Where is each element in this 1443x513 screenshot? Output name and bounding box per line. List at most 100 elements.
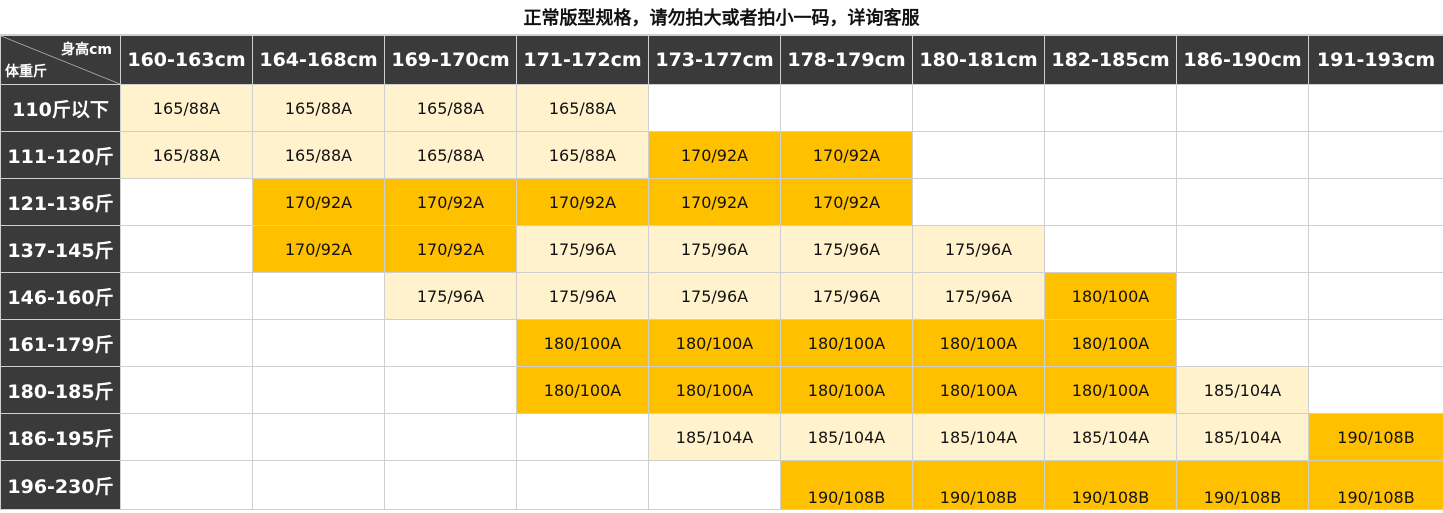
size-cell: 165/88A bbox=[384, 84, 517, 132]
size-cell: 170/92A bbox=[384, 178, 517, 226]
size-chart-table: 身高cm 体重斤 160-163cm 164-168cm 169-170cm 171-… bbox=[0, 35, 1443, 510]
header-row: 身高cm 体重斤 160-163cm 164-168cm 169-170cm 171-… bbox=[0, 35, 1443, 85]
size-cell: 170/92A bbox=[780, 178, 913, 226]
size-cell: 170/92A bbox=[516, 178, 649, 226]
table-row: 196-230斤 190/108B 190/108B 190/108B 190/108B… bbox=[0, 460, 1443, 510]
weight-axis-label: 体重斤 bbox=[5, 64, 47, 80]
column-header: 186-190cm bbox=[1176, 35, 1309, 85]
size-cell: 180/100A bbox=[780, 319, 913, 367]
size-cell: 170/92A bbox=[252, 225, 385, 273]
size-cell: 175/96A bbox=[780, 225, 913, 273]
row-header: 161-179斤 bbox=[0, 319, 121, 367]
size-cell: 180/100A bbox=[1044, 272, 1177, 320]
empty-cell bbox=[648, 84, 781, 132]
empty-cell bbox=[252, 413, 385, 461]
size-cell: 180/100A bbox=[780, 366, 913, 414]
size-cell: 170/92A bbox=[384, 225, 517, 273]
row-header: 196-230斤 bbox=[0, 460, 121, 510]
empty-cell bbox=[780, 84, 913, 132]
size-cell: 180/100A bbox=[912, 366, 1045, 414]
size-cell: 165/88A bbox=[252, 131, 385, 179]
page-title: 正常版型规格，请勿拍大或者拍小一码，详询客服 bbox=[0, 0, 1443, 35]
empty-cell bbox=[648, 460, 781, 510]
empty-cell bbox=[252, 460, 385, 510]
empty-cell bbox=[120, 225, 253, 273]
empty-cell bbox=[1308, 272, 1443, 320]
empty-cell bbox=[384, 460, 517, 510]
size-cell: 175/96A bbox=[780, 272, 913, 320]
table-row: 161-179斤 180/100A 180/100A 180/100A 180/100A… bbox=[0, 319, 1443, 367]
row-header: 110斤以下 bbox=[0, 84, 121, 132]
size-cell: 180/100A bbox=[516, 366, 649, 414]
empty-cell bbox=[1176, 319, 1309, 367]
table-row: 137-145斤 170/92A 170/92A 175/96A 175/96A 175/… bbox=[0, 225, 1443, 273]
table-row: 121-136斤 170/92A 170/92A 170/92A 170/92A 170/… bbox=[0, 178, 1443, 226]
corner-diagonal-line bbox=[1, 36, 120, 84]
size-cell: 175/96A bbox=[648, 225, 781, 273]
empty-cell bbox=[1176, 225, 1309, 273]
size-cell: 175/96A bbox=[912, 225, 1045, 273]
column-header: 169-170cm bbox=[384, 35, 517, 85]
size-cell: 175/96A bbox=[384, 272, 517, 320]
size-cell: 190/108B bbox=[912, 460, 1045, 510]
empty-cell bbox=[1044, 84, 1177, 132]
empty-cell bbox=[252, 366, 385, 414]
row-header: 180-185斤 bbox=[0, 366, 121, 414]
size-cell: 175/96A bbox=[516, 272, 649, 320]
row-header: 186-195斤 bbox=[0, 413, 121, 461]
size-cell: 185/104A bbox=[912, 413, 1045, 461]
empty-cell bbox=[1176, 272, 1309, 320]
empty-cell bbox=[252, 319, 385, 367]
column-header: 171-172cm bbox=[516, 35, 649, 85]
size-cell: 190/108B bbox=[1308, 460, 1443, 510]
empty-cell bbox=[1044, 131, 1177, 179]
size-cell: 190/108B bbox=[780, 460, 913, 510]
row-header: 137-145斤 bbox=[0, 225, 121, 273]
size-cell: 170/92A bbox=[780, 131, 913, 179]
size-cell: 165/88A bbox=[120, 84, 253, 132]
empty-cell bbox=[384, 366, 517, 414]
column-header: 160-163cm bbox=[120, 35, 253, 85]
size-cell: 175/96A bbox=[516, 225, 649, 273]
table-row: 186-195斤 185/104A 185/104A 185/104A 185/104A… bbox=[0, 413, 1443, 461]
size-cell: 185/104A bbox=[780, 413, 913, 461]
size-cell: 165/88A bbox=[516, 131, 649, 179]
column-header: 173-177cm bbox=[648, 35, 781, 85]
empty-cell bbox=[516, 413, 649, 461]
size-cell: 165/88A bbox=[384, 131, 517, 179]
size-cell: 185/104A bbox=[1176, 413, 1309, 461]
empty-cell bbox=[912, 131, 1045, 179]
column-header: 180-181cm bbox=[912, 35, 1045, 85]
size-cell: 190/108B bbox=[1176, 460, 1309, 510]
size-cell: 180/100A bbox=[648, 366, 781, 414]
size-cell: 165/88A bbox=[252, 84, 385, 132]
size-cell: 165/88A bbox=[120, 131, 253, 179]
empty-cell bbox=[120, 319, 253, 367]
table-row: 146-160斤 175/96A 175/96A 175/96A 175/96A 175/… bbox=[0, 272, 1443, 320]
size-cell: 165/88A bbox=[516, 84, 649, 132]
row-header: 146-160斤 bbox=[0, 272, 121, 320]
table-row: 110斤以下 165/88A 165/88A 165/88A 165/88A bbox=[0, 84, 1443, 132]
empty-cell bbox=[1308, 366, 1443, 414]
size-cell: 185/104A bbox=[1044, 413, 1177, 461]
size-cell: 180/100A bbox=[648, 319, 781, 367]
size-cell: 180/100A bbox=[1044, 319, 1177, 367]
size-cell: 185/104A bbox=[1176, 366, 1309, 414]
size-cell: 190/108B bbox=[1308, 413, 1443, 461]
empty-cell bbox=[912, 84, 1045, 132]
size-cell: 175/96A bbox=[648, 272, 781, 320]
size-cell: 170/92A bbox=[648, 178, 781, 226]
empty-cell bbox=[120, 413, 253, 461]
column-header: 191-193cm bbox=[1308, 35, 1443, 85]
size-cell: 180/100A bbox=[912, 319, 1045, 367]
row-header: 121-136斤 bbox=[0, 178, 121, 226]
size-cell: 185/104A bbox=[648, 413, 781, 461]
empty-cell bbox=[120, 272, 253, 320]
empty-cell bbox=[912, 178, 1045, 226]
empty-cell bbox=[1176, 84, 1309, 132]
empty-cell bbox=[384, 319, 517, 367]
size-cell: 170/92A bbox=[252, 178, 385, 226]
empty-cell bbox=[1308, 319, 1443, 367]
table-row: 111-120斤 165/88A 165/88A 165/88A 165/88A 170/… bbox=[0, 131, 1443, 179]
column-header: 178-179cm bbox=[780, 35, 913, 85]
